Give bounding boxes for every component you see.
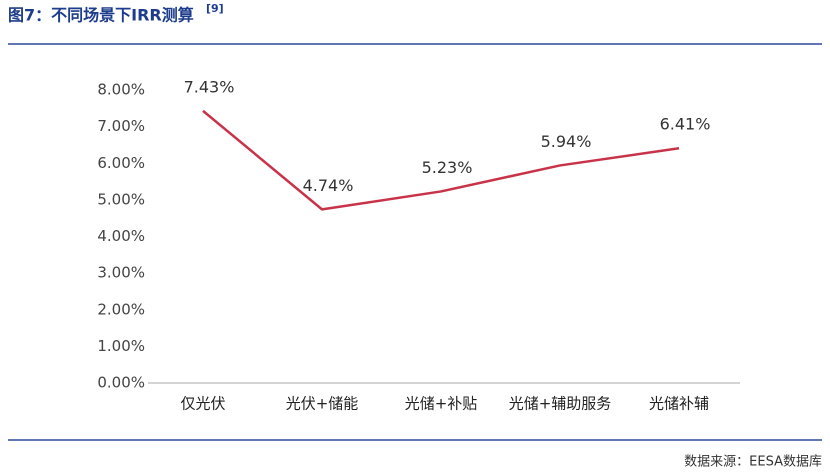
source-note: 数据来源：EESA数据库 <box>684 454 822 470</box>
value-label: 7.43% <box>184 77 235 96</box>
value-label: 5.94% <box>541 132 592 151</box>
y-tick-label: 4.00% <box>97 227 145 245</box>
value-label: 4.74% <box>303 176 354 195</box>
x-tick-label: 光储+补贴 <box>405 395 478 413</box>
y-tick-label: 2.00% <box>97 300 145 318</box>
y-tick-label: 3.00% <box>97 264 145 282</box>
title-superscript: [9] <box>206 2 224 15</box>
y-tick-label: 7.00% <box>97 117 145 135</box>
x-tick-label: 仅光伏 <box>180 395 225 413</box>
x-tick-label: 光伏+储能 <box>286 395 359 413</box>
value-label: 5.23% <box>422 158 473 177</box>
chart-title: 图7：不同场景下IRR测算 <box>8 6 194 25</box>
y-tick-label: 6.00% <box>97 154 145 172</box>
x-tick-label: 光储+辅助服务 <box>509 395 612 413</box>
value-label: 6.41% <box>660 115 711 134</box>
y-tick-label: 5.00% <box>97 190 145 208</box>
x-tick-label: 光储补辅 <box>649 395 709 413</box>
y-tick-label: 0.00% <box>97 374 145 392</box>
y-tick-label: 8.00% <box>97 81 145 99</box>
y-tick-label: 1.00% <box>97 337 145 355</box>
line <box>202 109 680 211</box>
